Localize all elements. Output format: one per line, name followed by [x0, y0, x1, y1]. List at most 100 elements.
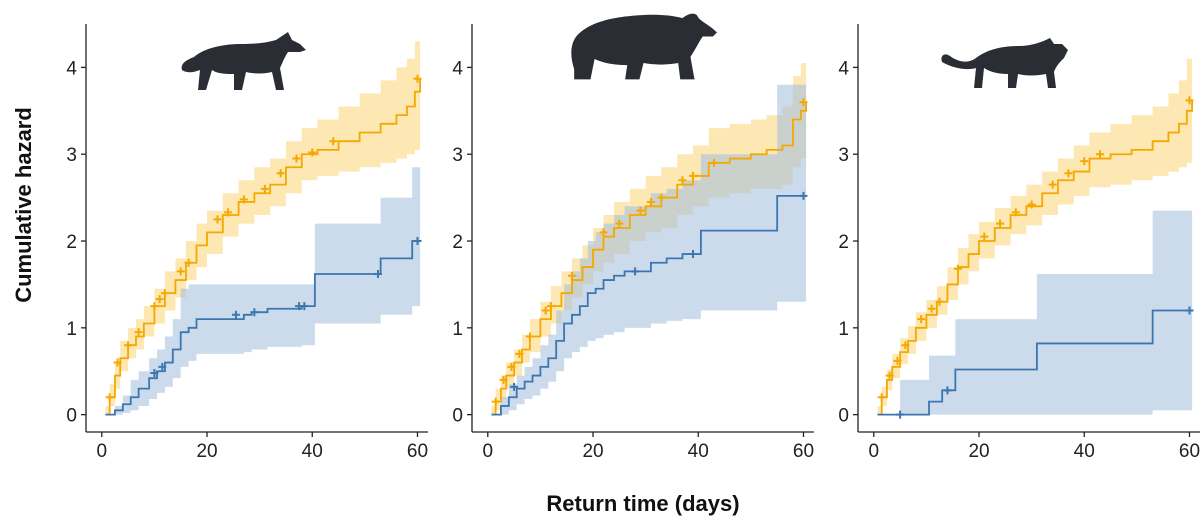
censor-mark [515, 349, 524, 358]
panel-3-blue-hazard-line [877, 309, 1193, 416]
y-tick-label: 3 [452, 145, 463, 166]
censor-mark [231, 310, 240, 319]
censor-mark [710, 158, 719, 167]
x-axis-title: Return time (days) [546, 491, 739, 516]
panel-2-blue-confidence-band [491, 84, 807, 415]
censor-mark [927, 304, 936, 313]
censor-mark [1064, 169, 1073, 178]
censor-mark [413, 237, 422, 246]
censor-mark [213, 215, 222, 224]
censor-mark [678, 176, 687, 185]
censor-mark [943, 386, 952, 395]
censor-mark [646, 197, 655, 206]
censor-mark [308, 148, 317, 157]
x-tick-label: 40 [1074, 441, 1095, 462]
panel-1-blue-confidence-band [105, 167, 421, 415]
y-tick-label: 1 [66, 319, 77, 340]
censor-mark [329, 137, 338, 146]
y-tick-label: 4 [66, 58, 77, 79]
panel-3-orange-hazard-line [877, 100, 1194, 416]
censor-mark [917, 315, 926, 324]
censor-mark [155, 295, 164, 304]
panel-2-blue-hazard-line [491, 194, 807, 416]
censor-mark [158, 362, 167, 371]
censor-mark [491, 397, 500, 406]
x-tick-label: 20 [968, 441, 989, 462]
censor-mark [239, 195, 248, 204]
censor-mark [631, 267, 640, 276]
censor-mark [1185, 96, 1194, 105]
censor-mark [224, 208, 233, 217]
censor-mark [599, 228, 608, 237]
censor-mark [546, 302, 555, 311]
censor-mark [176, 267, 185, 276]
censor-mark [260, 184, 269, 193]
censor-mark [374, 270, 383, 279]
panel-1-orange-hazard-line [105, 78, 422, 416]
panel-3-orange-confidence-band [877, 41, 1193, 415]
censor-mark [885, 371, 894, 380]
y-tick-label: 2 [66, 232, 77, 253]
y-tick-label: 0 [838, 406, 849, 427]
bear-silhouette-icon [571, 13, 717, 80]
y-tick-label: 0 [452, 406, 463, 427]
x-tick-label: 0 [482, 441, 493, 462]
x-tick-label: 0 [96, 441, 107, 462]
y-tick-label: 4 [452, 58, 463, 79]
x-tick-label: 0 [868, 441, 879, 462]
censor-mark [996, 219, 1005, 228]
censor-mark [1080, 157, 1089, 166]
y-tick-label: 1 [452, 319, 463, 340]
censor-mark [105, 393, 114, 402]
censor-mark [688, 250, 697, 259]
x-tick-label: 20 [196, 441, 217, 462]
censor-mark [250, 308, 259, 317]
censor-mark [499, 375, 508, 384]
censor-mark [292, 154, 301, 163]
censor-mark [567, 271, 576, 280]
panel-2-orange-confidence-band [491, 50, 807, 415]
censor-mark [935, 297, 944, 306]
panel-1-orange-confidence-band [105, 24, 421, 415]
censor-mark [636, 206, 645, 215]
x-tick-label: 60 [407, 441, 428, 462]
censor-mark [893, 356, 902, 365]
censor-mark [160, 289, 169, 298]
x-tick-label: 60 [1179, 441, 1200, 462]
y-tick-label: 0 [66, 406, 77, 427]
censor-mark [980, 232, 989, 241]
panel-1-blue-hazard-line [105, 240, 421, 416]
censor-mark [1048, 180, 1057, 189]
censor-mark [113, 358, 122, 367]
x-tick-label: 40 [688, 441, 709, 462]
censor-mark [510, 382, 519, 391]
censor-mark [525, 332, 534, 341]
censor-mark [901, 341, 910, 350]
censor-mark [1011, 208, 1020, 217]
censor-mark [799, 191, 808, 200]
censor-mark [184, 258, 193, 267]
censor-mark [300, 302, 309, 311]
censor-mark [1096, 150, 1105, 159]
panel-2-orange-hazard-line [491, 102, 808, 416]
y-tick-label: 3 [838, 145, 849, 166]
censor-mark [276, 169, 285, 178]
censor-mark [953, 264, 962, 273]
x-tick-label: 60 [793, 441, 814, 462]
censor-mark [413, 74, 422, 83]
censor-mark [877, 393, 886, 402]
y-tick-label: 1 [838, 319, 849, 340]
censor-mark [688, 171, 697, 180]
censor-mark [1185, 306, 1194, 315]
censor-mark [1027, 200, 1036, 209]
censor-mark [541, 306, 550, 315]
censor-mark [507, 362, 516, 371]
y-tick-label: 2 [452, 232, 463, 253]
y-tick-label: 2 [838, 232, 849, 253]
x-tick-label: 20 [582, 441, 603, 462]
y-axis-title: Cumulative hazard [11, 107, 36, 303]
